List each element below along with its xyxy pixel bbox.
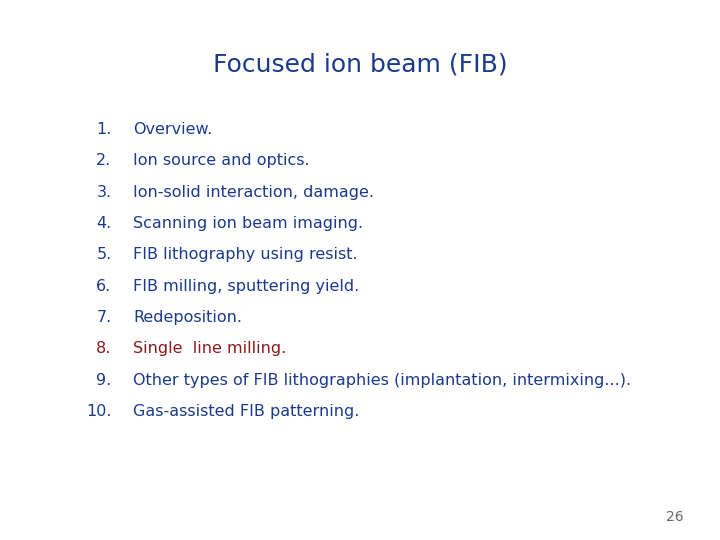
Text: 2.: 2.: [96, 153, 112, 168]
Text: 4.: 4.: [96, 216, 112, 231]
Text: Redeposition.: Redeposition.: [133, 310, 242, 325]
Text: 5.: 5.: [96, 247, 112, 262]
Text: FIB milling, sputtering yield.: FIB milling, sputtering yield.: [133, 279, 359, 294]
Text: 8.: 8.: [96, 341, 112, 356]
Text: 3.: 3.: [96, 185, 112, 200]
Text: Gas-assisted FIB patterning.: Gas-assisted FIB patterning.: [133, 404, 359, 419]
Text: Overview.: Overview.: [133, 122, 212, 137]
Text: 7.: 7.: [96, 310, 112, 325]
Text: Focused ion beam (FIB): Focused ion beam (FIB): [212, 53, 508, 77]
Text: FIB lithography using resist.: FIB lithography using resist.: [133, 247, 358, 262]
Text: 9.: 9.: [96, 373, 112, 388]
Text: Scanning ion beam imaging.: Scanning ion beam imaging.: [133, 216, 364, 231]
Text: 1.: 1.: [96, 122, 112, 137]
Text: Single  line milling.: Single line milling.: [133, 341, 287, 356]
Text: Other types of FIB lithographies (implantation, intermixing...).: Other types of FIB lithographies (implan…: [133, 373, 631, 388]
Text: Ion-solid interaction, damage.: Ion-solid interaction, damage.: [133, 185, 374, 200]
Text: 6.: 6.: [96, 279, 112, 294]
Text: 26: 26: [667, 510, 684, 524]
Text: Ion source and optics.: Ion source and optics.: [133, 153, 310, 168]
Text: 10.: 10.: [86, 404, 112, 419]
